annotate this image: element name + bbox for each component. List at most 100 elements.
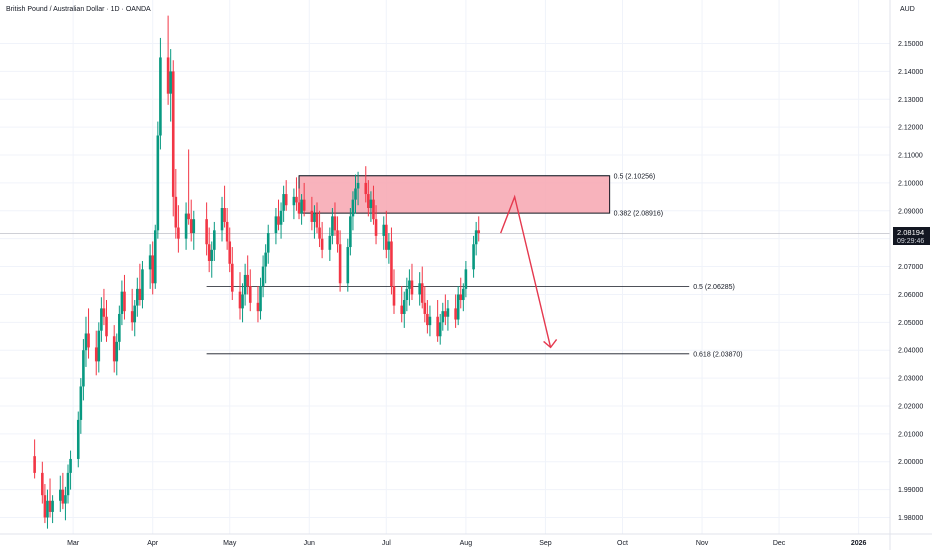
candle-body: [171, 71, 175, 197]
candle-body: [418, 283, 421, 295]
candle-body: [351, 199, 355, 217]
candle-body: [302, 199, 306, 211]
candle-body: [228, 241, 232, 264]
candle-body: [243, 274, 247, 295]
last-price-tag: 2.08194 09:29:46: [893, 227, 930, 245]
candle-body: [346, 247, 350, 284]
y-tick-label: 2.10000: [898, 180, 923, 187]
y-tick-label: 2.01000: [898, 431, 923, 438]
candle-body: [444, 311, 447, 317]
candle-body: [400, 305, 404, 314]
candle-body: [151, 255, 155, 284]
arrow-head: [543, 338, 558, 349]
candles: [33, 15, 481, 529]
candle-body: [58, 489, 62, 501]
price-tag-value: 2.08194: [897, 228, 924, 237]
candle-body: [66, 472, 70, 496]
candle-body: [459, 294, 463, 301]
candle-body: [169, 71, 172, 94]
candle-body: [87, 333, 90, 348]
y-tick-label: 2.04000: [898, 348, 923, 355]
candle-body: [159, 57, 162, 136]
x-tick-label: Nov: [696, 540, 709, 547]
candle-body: [382, 224, 386, 236]
candle-body: [246, 274, 249, 287]
candle-body: [120, 291, 124, 314]
candle-body: [33, 456, 36, 473]
candle-body: [456, 294, 460, 320]
y-tick-label: 2.12000: [898, 125, 923, 132]
fib-level-label: 0.5 (2.10256): [614, 173, 656, 180]
candle-body: [115, 341, 119, 362]
candle-body: [261, 266, 265, 287]
candle-body: [84, 333, 88, 351]
candle-body: [177, 227, 180, 239]
candle-body: [320, 238, 324, 250]
candle-body: [462, 288, 465, 301]
candle-body: [259, 286, 262, 312]
chart-title: British Pound / Australian Dollar · 1D ·…: [6, 6, 151, 13]
arrow-path: [500, 194, 552, 348]
candle-body: [100, 308, 103, 331]
candle-body: [390, 241, 393, 287]
candle-body: [51, 500, 54, 512]
candle-body: [136, 288, 139, 306]
candle-body: [328, 235, 332, 250]
candle-body: [76, 419, 80, 459]
candle-body: [241, 294, 244, 309]
candle-body: [464, 269, 468, 289]
candle-body: [153, 230, 157, 284]
candle-body: [385, 224, 388, 250]
price-axis[interactable]: 2.15000 2.14000 2.13000 2.12000 2.11000 2.100…: [889, 0, 923, 550]
candle-body: [223, 208, 226, 222]
x-tick-label: Aug: [460, 540, 473, 547]
candle-body: [174, 196, 178, 228]
candle-body: [354, 188, 357, 200]
candle-body: [102, 308, 106, 317]
candle-body: [238, 291, 242, 309]
candle-body: [274, 216, 278, 234]
candle-body: [338, 244, 342, 284]
candle-body: [141, 269, 144, 301]
candle-body: [410, 280, 414, 295]
fib-level-label: 0.382 (2.08916): [614, 211, 663, 218]
y-tick-label: 2.02000: [898, 403, 923, 410]
price-tag-countdown: 09:29:46: [897, 238, 924, 245]
y-tick-label: 2.15000: [898, 41, 923, 48]
x-tick-label: Sep: [539, 540, 552, 547]
candle-body: [315, 213, 319, 228]
candle-body: [313, 213, 316, 222]
candle-body: [392, 286, 396, 306]
candle-body: [297, 202, 301, 214]
candle-body: [374, 219, 378, 236]
fib-level-label: 0.5 (2.06285): [693, 284, 735, 291]
candle-body: [428, 316, 432, 326]
candle-body: [426, 313, 429, 326]
candle-body: [213, 230, 216, 250]
candle-body: [64, 495, 67, 504]
candle-body: [282, 194, 285, 211]
candle-body: [130, 311, 134, 323]
candle-body: [292, 196, 296, 206]
grid-lines: [0, 0, 890, 534]
candle-body: [295, 196, 298, 203]
time-axis[interactable]: Mar Apr May Jun Jul Aug Sep Oct Nov Dec 2026: [0, 533, 932, 547]
x-tick-label: Jun: [304, 540, 315, 547]
candle-body: [118, 313, 121, 342]
candle-body: [210, 249, 214, 261]
y-tick-label: 2.14000: [898, 69, 923, 76]
candle-body: [207, 244, 211, 261]
candle-body: [279, 210, 283, 225]
x-tick-label: 2026: [851, 540, 867, 547]
candle-body: [300, 199, 303, 214]
projection-arrow: [500, 194, 558, 349]
candle-body: [369, 199, 373, 209]
price-tag-background: [893, 227, 930, 245]
candle-body: [336, 230, 339, 245]
candle-body: [184, 213, 188, 239]
candle-body: [318, 227, 321, 239]
fib-level-label: 0.618 (2.03870): [693, 351, 742, 358]
y-tick-label: 1.98000: [898, 515, 923, 522]
candle-body: [372, 199, 375, 220]
